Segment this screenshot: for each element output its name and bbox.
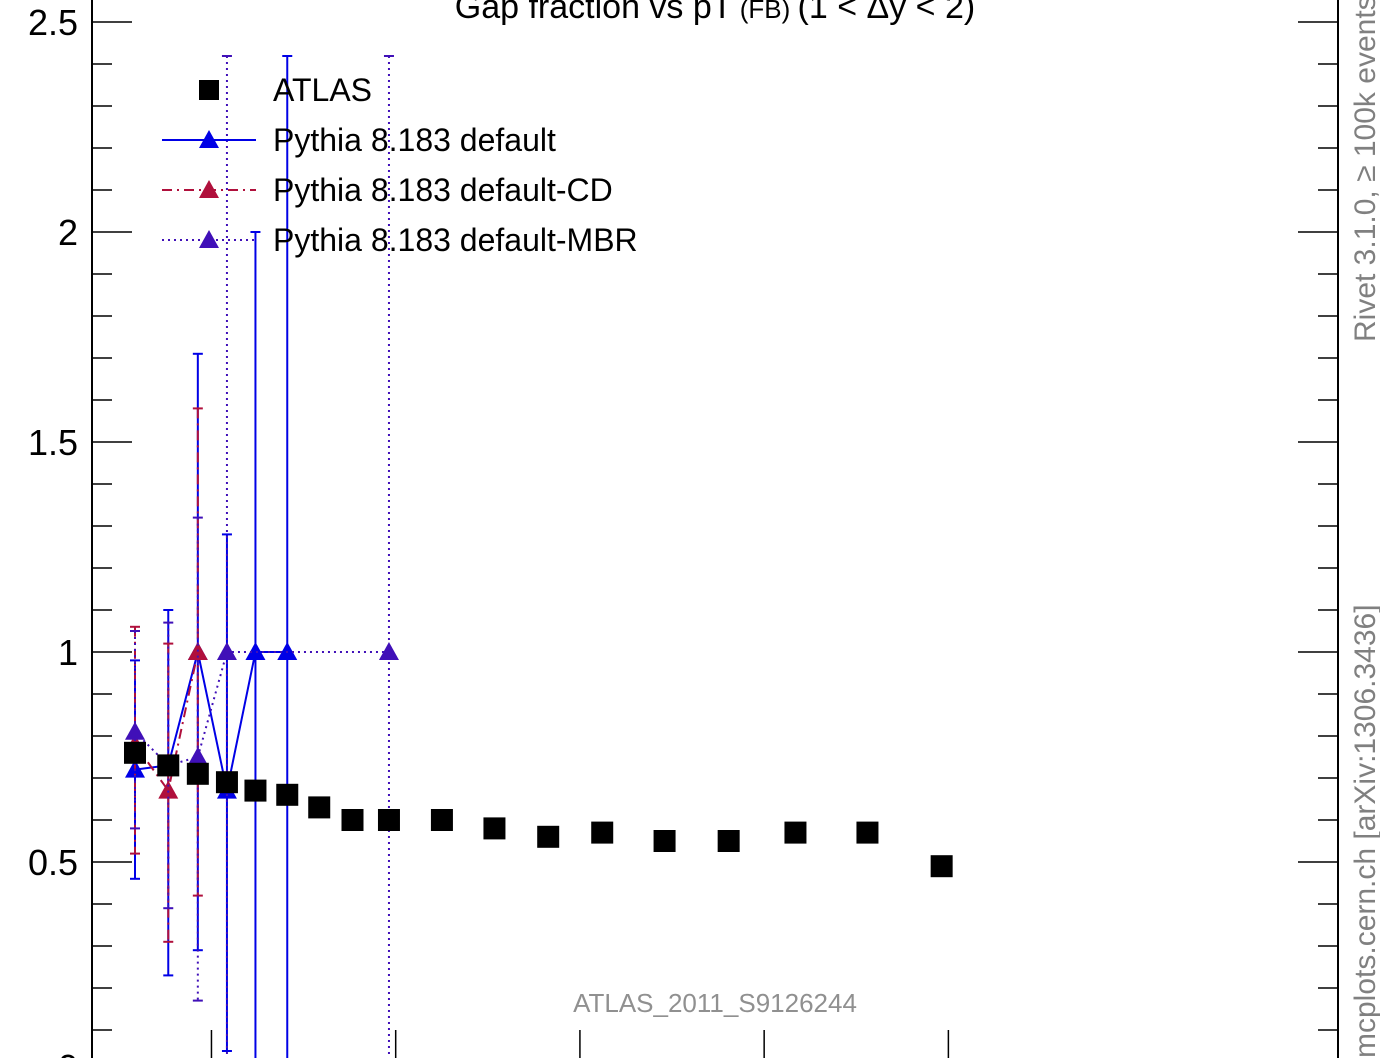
atlas-data-point (341, 809, 364, 831)
side-label-mcplots: mcplots.cern.ch [arXiv:1306.3436] (1349, 604, 1380, 1058)
y-tick-label: 1.5 (28, 422, 78, 463)
y-tick-label: 2.5 (28, 2, 78, 43)
atlas-data-point (483, 817, 506, 840)
atlas-data-point (215, 771, 238, 794)
atlas-data-point (653, 830, 676, 852)
triangle-marker (245, 642, 266, 660)
atlas-data-point (377, 809, 400, 831)
chart-title-main: Gap fraction vs pT (455, 0, 733, 26)
atlas-data-point (591, 821, 614, 844)
legend-label: ATLAS (273, 72, 372, 108)
atlas-data-point (930, 855, 953, 878)
chart-title: Gap fraction vs pT (FB) (1 < Δy < 2) (455, 0, 975, 26)
legend-marker-triangle (199, 130, 219, 148)
atlas-data-point (856, 821, 879, 844)
y-tick-label: 0.5 (28, 842, 78, 883)
series-layer (124, 55, 953, 1058)
atlas-data-point (308, 796, 331, 819)
legend-marker-triangle (199, 180, 219, 198)
y-tick-label: 1 (58, 632, 78, 673)
analysis-watermark: ATLAS_2011_S9126244 (573, 988, 857, 1018)
triangle-marker (187, 747, 208, 765)
atlas-data-point (717, 830, 740, 852)
chart-title-small: (FB) (733, 0, 798, 24)
triangle-marker (125, 721, 145, 740)
triangle-marker (216, 642, 237, 660)
atlas-data-point (244, 779, 267, 802)
x-axis-ticks (210, 1030, 950, 1058)
legend-label: Pythia 8.183 default (273, 122, 556, 158)
chart-title-range: (1 < Δy < 2) (798, 0, 976, 26)
series-atlas (124, 741, 953, 878)
atlas-data-point (186, 762, 209, 785)
legend-marker-triangle (199, 230, 219, 248)
atlas-data-point (276, 783, 299, 806)
y-axis-ticks: 0.5 1 1.5 2 2.5 0 (28, 2, 1338, 1058)
plot-frame (91, 0, 1339, 1058)
legend-marker-square (199, 80, 219, 100)
legend-label: Pythia 8.183 default-MBR (273, 222, 638, 258)
atlas-data-point (430, 809, 453, 831)
legend-label: Pythia 8.183 default-CD (273, 172, 613, 208)
atlas-data-point (537, 825, 560, 848)
side-label-rivet: Rivet 3.1.0, ≥ 100k events (1349, 0, 1380, 342)
atlas-data-point (157, 754, 180, 777)
triangle-marker (378, 642, 399, 660)
y-tick-label: 2 (58, 212, 78, 253)
atlas-data-point (784, 821, 807, 844)
legend: ATLAS Pythia 8.183 default Pythia 8.183 de… (162, 72, 638, 258)
atlas-data-point (124, 741, 146, 764)
triangle-marker (158, 780, 179, 799)
y-tick-label-zero: 0 (58, 1047, 78, 1058)
